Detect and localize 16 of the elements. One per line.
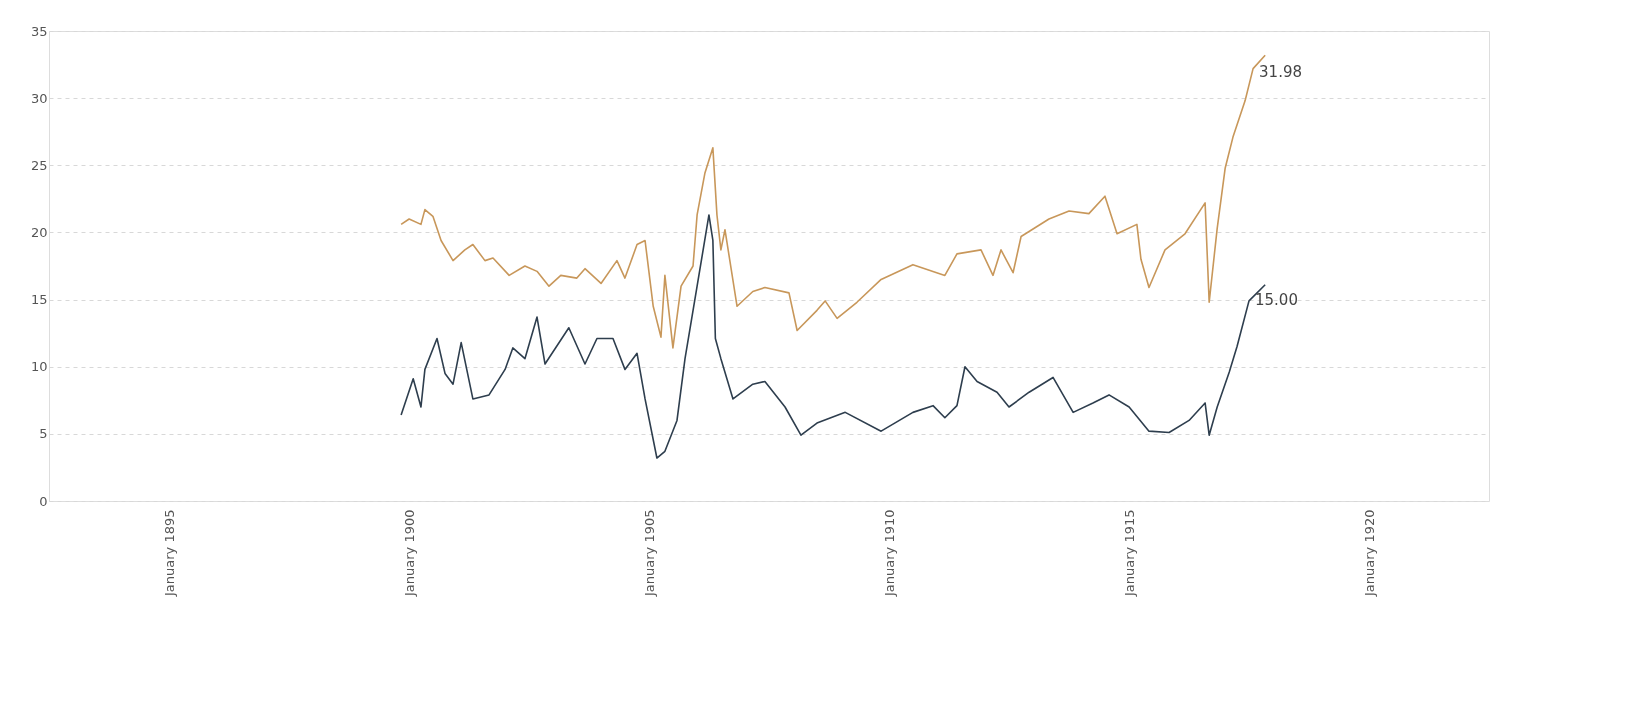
x-tick-label: January 1895: [161, 509, 177, 597]
x-tick-label: January 1905: [641, 509, 657, 597]
annotation: 15.00: [1255, 290, 1298, 309]
x-tick-label: January 1900: [401, 509, 417, 597]
y-tick-label: 5: [39, 426, 48, 442]
y-tick-label: 0: [39, 493, 48, 509]
y-tick-label: 35: [30, 23, 48, 39]
y-tick-label: 20: [30, 224, 48, 240]
y-tick-label: 25: [30, 157, 48, 173]
x-tick-label: January 1915: [1121, 509, 1137, 597]
y-tick-label: 10: [30, 359, 48, 375]
y-tick-label: 15: [30, 292, 48, 308]
y-tick-label: 30: [30, 90, 48, 106]
x-tick-label: January 1910: [881, 509, 897, 597]
annotation: 31.98: [1259, 62, 1303, 81]
x-tick-label: January 1920: [1361, 509, 1377, 597]
